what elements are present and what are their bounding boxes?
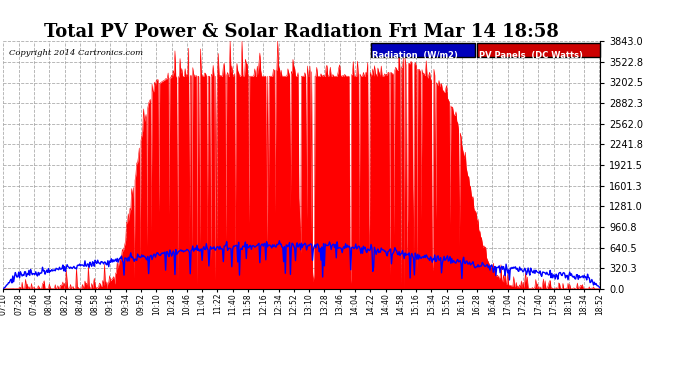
Text: Copyright 2014 Cartronics.com: Copyright 2014 Cartronics.com (10, 49, 144, 57)
Text: PV Panels  (DC Watts): PV Panels (DC Watts) (479, 51, 582, 60)
FancyBboxPatch shape (371, 43, 475, 57)
FancyBboxPatch shape (477, 43, 600, 57)
Text: Radiation  (W/m2): Radiation (W/m2) (373, 51, 458, 60)
Title: Total PV Power & Solar Radiation Fri Mar 14 18:58: Total PV Power & Solar Radiation Fri Mar… (44, 23, 560, 41)
